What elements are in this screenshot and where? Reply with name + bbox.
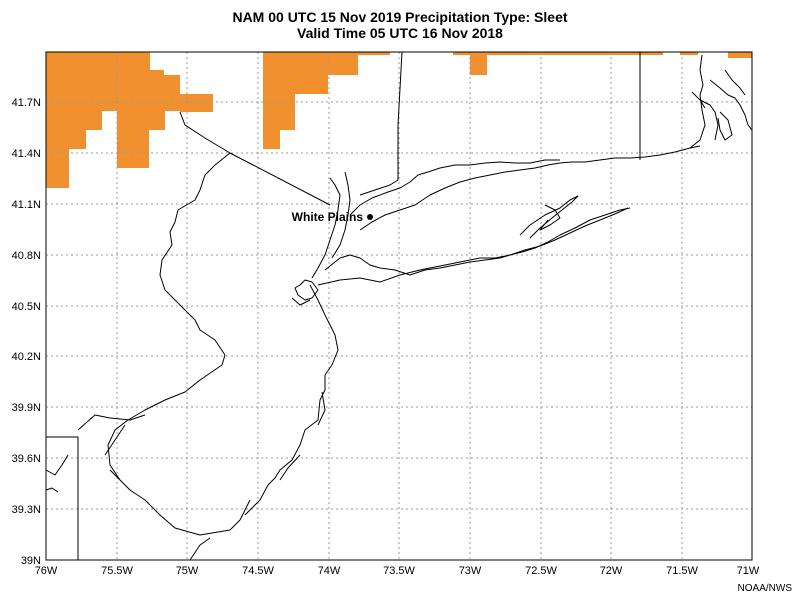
lat-label: 41.7N [12,97,41,109]
lon-label: 72.5W [525,565,557,577]
lon-label: 73W [459,565,482,577]
lat-label: 39N [21,555,41,567]
credit-label: NOAA/NWS [737,583,792,594]
lat-label: 40.5N [12,301,41,313]
lat-label: 41.4N [12,148,41,160]
coastlines-borders [45,51,753,561]
lat-label: 39.6N [12,453,41,465]
lat-label: 40.8N [12,250,41,262]
map-subtitle: Valid Time 05 UTC 16 Nov 2018 [297,25,503,41]
lat-label: 39.9N [12,402,41,414]
lon-label: 71W [737,565,760,577]
lon-label: 74W [318,565,341,577]
lon-label: 75.5W [101,565,133,577]
lon-label: 75W [176,565,199,577]
lon-labels: 76W 75.5W 75W 74.5W 74W 73.5W 73W 72.5W … [35,565,760,577]
map-frame [45,51,753,561]
lon-label: 73.5W [383,565,415,577]
city-marker [367,214,373,220]
lat-label: 41.1N [12,199,41,211]
lat-label: 40.2N [12,351,41,363]
lon-label: 76W [35,565,58,577]
lon-label: 71.5W [666,565,698,577]
lat-label: 39.3N [12,504,41,516]
lon-label: 74.5W [242,565,274,577]
lon-label: 72W [600,565,623,577]
city-label: White Plains [292,210,364,224]
sleet-area [46,52,752,188]
map-title: NAM 00 UTC 15 Nov 2019 Precipitation Typ… [232,9,568,25]
lat-labels: 41.7N 41.4N 41.1N 40.8N 40.5N 40.2N 39.9… [12,97,41,567]
